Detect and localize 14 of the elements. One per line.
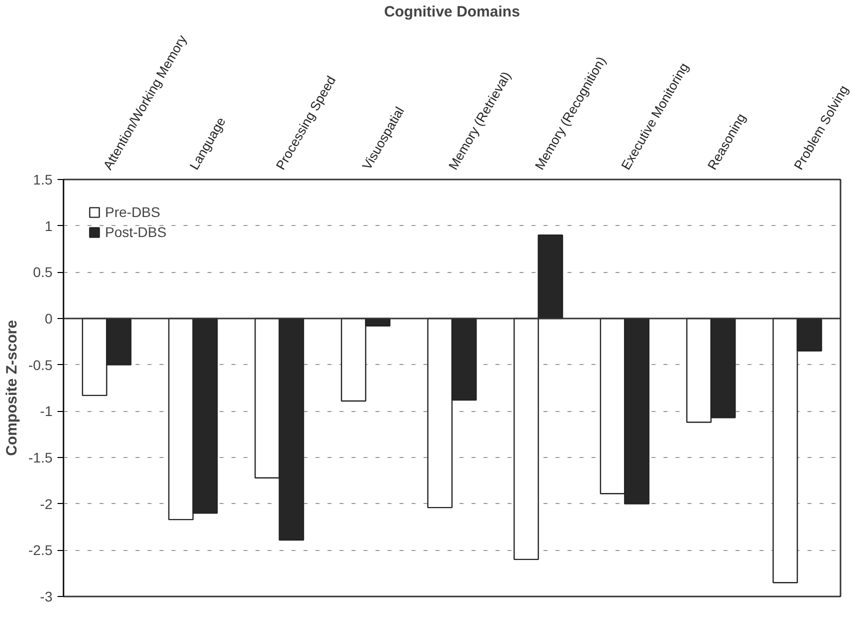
y-axis-title: Composite Z-score <box>3 320 20 456</box>
x-axis-title: Cognitive Domains <box>384 4 520 21</box>
y-tick-label: -1 <box>40 403 53 420</box>
y-tick-label: -0.5 <box>28 356 53 373</box>
y-tick-label: -2.5 <box>28 542 53 558</box>
y-tick-label: 0 <box>44 310 53 326</box>
legend-label: Post-DBS <box>105 224 166 240</box>
y-tick-label: -2 <box>40 496 53 512</box>
legend-label: Pre-DBS <box>105 204 160 220</box>
y-tick-label: 1.5 <box>33 172 53 188</box>
y-tick-label: -1.5 <box>28 450 53 466</box>
y-tick-label: 1 <box>44 218 53 234</box>
y-tick-label: 0.5 <box>33 264 53 280</box>
y-tick-label: -3 <box>40 588 53 604</box>
